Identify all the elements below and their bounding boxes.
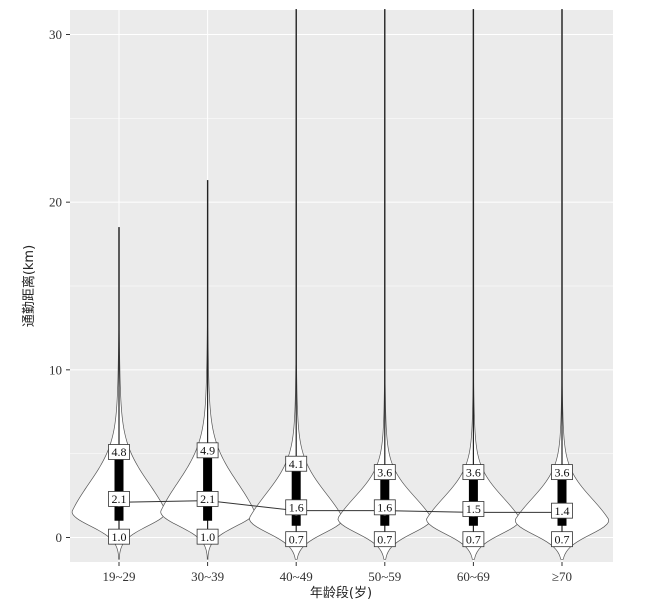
median-label-1-box xyxy=(196,491,219,507)
y-tick-label: 30 xyxy=(49,27,62,42)
q1-label-0-box xyxy=(108,528,130,545)
q3-label-3: 3.6 xyxy=(373,464,396,481)
median-label-4-text: 1.5 xyxy=(466,502,481,516)
box-1 xyxy=(203,455,213,521)
median-label-3-box xyxy=(373,499,396,516)
median-label-4-box xyxy=(462,501,485,517)
x-tick-label: 40~49 xyxy=(280,569,313,584)
median-label-0: 2.1 xyxy=(108,491,130,507)
q3-label-5: 3.6 xyxy=(551,464,573,481)
q3-label-2: 4.1 xyxy=(285,455,308,472)
q3-label-2-text: 4.1 xyxy=(289,457,304,471)
x-axis: 19~29 30~39 40~49 50~59 60~69 ≥70 xyxy=(102,562,572,584)
median-label-1-text: 2.1 xyxy=(200,492,215,506)
q1-label-0-text: 1.0 xyxy=(112,530,127,544)
q1-label-3: 0.7 xyxy=(373,531,396,548)
q3-label-1: 4.9 xyxy=(196,442,219,459)
q1-label-5-box xyxy=(551,531,573,548)
q1-label-5: 0.7 xyxy=(551,531,573,548)
x-tick-label: ≥70 xyxy=(552,569,572,584)
y-tick-label: 0 xyxy=(56,530,63,545)
q1-label-2-box xyxy=(285,531,308,548)
median-label-3-text: 1.6 xyxy=(377,501,392,515)
mean-connector xyxy=(118,500,562,513)
q1-label-2-text: 0.7 xyxy=(289,532,304,546)
q3-label-2-box xyxy=(285,455,308,472)
y-tick-label: 20 xyxy=(49,195,62,210)
q3-label-5-text: 3.6 xyxy=(555,465,570,479)
q1-label-4-text: 0.7 xyxy=(466,532,481,546)
box-2 xyxy=(291,468,301,526)
q1-label-2: 0.7 xyxy=(285,531,308,548)
x-tick-label: 30~39 xyxy=(191,569,224,584)
q3-label-3-box xyxy=(373,464,396,481)
median-label-4: 1.5 xyxy=(462,501,485,517)
q1-label-3-text: 0.7 xyxy=(377,532,392,546)
q1-label-4: 0.7 xyxy=(462,531,485,548)
q3-label-1-box xyxy=(196,442,219,459)
q3-label-4: 3.6 xyxy=(462,464,485,481)
median-label-5: 1.4 xyxy=(551,502,573,519)
q3-label-1-text: 4.9 xyxy=(200,444,215,458)
q3-label-3-text: 3.6 xyxy=(377,465,392,479)
q3-label-0-text: 4.8 xyxy=(112,445,127,459)
median-label-2-text: 1.6 xyxy=(289,501,304,515)
box-5 xyxy=(557,477,567,526)
q3-label-4-box xyxy=(462,464,485,481)
median-label-5-box xyxy=(551,502,573,519)
x-tick-label: 60~69 xyxy=(457,569,490,584)
median-label-3: 1.6 xyxy=(373,499,396,516)
q1-label-4-box xyxy=(462,531,485,548)
q1-label-1-text: 1.0 xyxy=(200,530,215,544)
y-axis: 0 10 20 30 xyxy=(49,27,70,545)
q1-label-3-box xyxy=(373,531,396,548)
q3-label-5-box xyxy=(551,464,573,481)
q3-label-0: 4.8 xyxy=(108,444,130,460)
x-tick-label: 19~29 xyxy=(102,569,135,584)
q1-label-1: 1.0 xyxy=(196,528,219,545)
q3-label-4-text: 3.6 xyxy=(466,465,481,479)
median-label-0-box xyxy=(108,491,130,507)
median-label-0-text: 2.1 xyxy=(112,492,127,506)
median-label-5-text: 1.4 xyxy=(555,504,570,518)
median-label-2: 1.6 xyxy=(285,499,308,516)
violins xyxy=(71,9,609,560)
q3-label-0-box xyxy=(108,444,130,460)
median-label-2-box xyxy=(285,499,308,516)
q1-label-1-box xyxy=(196,528,219,545)
y-axis-title: 通勤距离(km) xyxy=(21,245,37,327)
q1-label-0: 1.0 xyxy=(108,528,130,545)
x-axis-title: 年龄段(岁) xyxy=(310,586,372,601)
q1-label-5-text: 0.7 xyxy=(555,532,570,546)
x-tick-label: 50~59 xyxy=(368,569,401,584)
box-0 xyxy=(114,457,124,521)
y-tick-label: 10 xyxy=(49,362,62,377)
value-labels: 4.8 2.1 1.0 4.9 2.1 1.0 4.1 1.6 0.7 3.6 1.6 0.7 3.6 1… xyxy=(108,442,573,548)
median-label-1: 2.1 xyxy=(196,491,219,507)
